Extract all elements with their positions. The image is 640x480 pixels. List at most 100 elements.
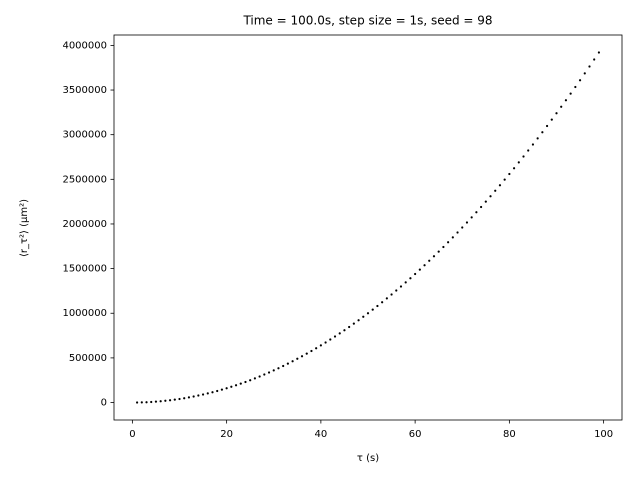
point <box>183 397 186 400</box>
point <box>597 51 601 54</box>
point <box>366 312 370 315</box>
point <box>249 379 252 382</box>
point <box>456 231 459 234</box>
point <box>484 200 487 203</box>
point <box>291 360 294 363</box>
point <box>409 277 412 280</box>
point <box>282 364 285 368</box>
point <box>362 315 365 318</box>
point <box>140 401 143 404</box>
point <box>197 394 200 397</box>
point <box>135 401 139 404</box>
x-tick-label: 80 <box>503 429 516 440</box>
point <box>272 369 275 372</box>
point <box>399 285 403 288</box>
point <box>447 241 450 244</box>
point <box>267 371 271 374</box>
point <box>192 395 195 398</box>
point <box>164 399 167 402</box>
point <box>244 380 247 384</box>
point <box>395 289 398 292</box>
point <box>550 118 553 121</box>
y-tick-label: 500000 <box>69 353 107 364</box>
point <box>593 58 596 61</box>
point <box>564 99 568 102</box>
x-tick-label: 0 <box>129 429 135 440</box>
point <box>225 387 228 390</box>
point <box>201 393 205 396</box>
point <box>428 259 431 262</box>
point <box>352 322 355 325</box>
point <box>178 397 181 401</box>
point <box>305 352 308 355</box>
y-tick-label: 2000000 <box>62 219 107 230</box>
point <box>583 72 586 75</box>
x-tick-label: 40 <box>315 429 328 440</box>
y-tick-label: 2500000 <box>62 174 107 185</box>
point <box>216 389 219 393</box>
x-tick-label: 100 <box>594 429 613 440</box>
x-tick-label: 20 <box>220 429 233 440</box>
plot-frame <box>113 34 623 421</box>
point <box>390 293 393 296</box>
y-tick-label: 3000000 <box>62 130 107 141</box>
point <box>404 281 407 284</box>
y-tick-label: 0 <box>101 398 107 409</box>
point <box>588 65 591 68</box>
point <box>150 400 153 404</box>
point <box>315 347 318 350</box>
point <box>418 268 421 271</box>
point <box>381 301 384 304</box>
point <box>230 385 233 388</box>
point <box>343 329 346 332</box>
point <box>168 399 172 402</box>
point <box>371 308 374 311</box>
point <box>527 149 530 152</box>
point <box>536 137 539 140</box>
point <box>437 250 440 253</box>
point <box>470 216 473 219</box>
point <box>494 189 497 192</box>
x-tick-label: 60 <box>409 429 422 440</box>
point <box>465 221 469 224</box>
point <box>545 124 549 128</box>
point <box>461 226 464 229</box>
point <box>300 355 304 358</box>
point <box>263 373 266 376</box>
point <box>451 236 454 239</box>
x-axis-label: τ (s) <box>357 453 379 464</box>
y-tick-label: 4000000 <box>62 40 107 51</box>
point <box>220 388 224 391</box>
point <box>277 367 280 370</box>
point <box>187 396 191 399</box>
point <box>357 319 360 322</box>
point <box>159 400 162 403</box>
point <box>512 167 516 170</box>
point <box>560 105 563 108</box>
point <box>517 161 520 164</box>
point <box>503 178 506 181</box>
point <box>324 341 327 344</box>
y-tick-label: 3500000 <box>62 85 107 96</box>
point <box>423 264 426 267</box>
point <box>258 375 261 378</box>
point <box>498 184 502 187</box>
point <box>329 338 332 341</box>
point <box>541 131 544 134</box>
point <box>569 92 572 95</box>
point <box>574 85 577 89</box>
point <box>296 357 299 360</box>
point <box>206 392 209 395</box>
point <box>319 344 322 347</box>
point <box>508 172 511 176</box>
y-tick-label: 1000000 <box>62 308 107 319</box>
point <box>173 398 176 401</box>
point <box>522 155 525 158</box>
point <box>578 79 582 82</box>
point <box>555 112 558 115</box>
point <box>145 401 148 404</box>
point <box>253 377 257 380</box>
point <box>239 382 242 385</box>
point <box>333 335 337 338</box>
